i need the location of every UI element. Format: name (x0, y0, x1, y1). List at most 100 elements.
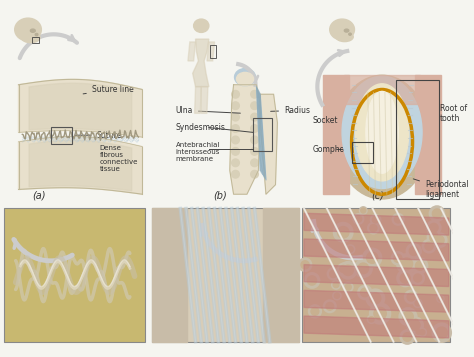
Circle shape (232, 113, 239, 121)
Polygon shape (18, 79, 142, 137)
Circle shape (301, 261, 309, 269)
FancyBboxPatch shape (4, 208, 145, 342)
Circle shape (410, 271, 425, 285)
Circle shape (370, 214, 382, 226)
Ellipse shape (342, 76, 422, 188)
Circle shape (413, 319, 418, 323)
Polygon shape (188, 42, 196, 61)
Ellipse shape (330, 19, 355, 40)
Circle shape (352, 213, 365, 225)
Circle shape (427, 231, 441, 245)
Polygon shape (304, 239, 449, 261)
Circle shape (430, 232, 438, 240)
Circle shape (403, 333, 411, 341)
Circle shape (343, 265, 353, 276)
Circle shape (333, 222, 354, 243)
Circle shape (394, 254, 402, 262)
Polygon shape (263, 208, 299, 342)
Polygon shape (260, 94, 277, 194)
Circle shape (373, 216, 379, 223)
Polygon shape (256, 87, 266, 180)
Circle shape (410, 320, 420, 330)
Circle shape (435, 236, 444, 245)
Polygon shape (304, 316, 449, 338)
Circle shape (406, 316, 424, 334)
Text: Suture line: Suture line (83, 85, 134, 94)
Ellipse shape (336, 32, 353, 42)
Circle shape (232, 170, 239, 178)
Circle shape (251, 170, 258, 178)
Circle shape (333, 282, 339, 288)
Circle shape (347, 246, 353, 252)
Circle shape (354, 259, 373, 278)
Circle shape (370, 293, 381, 304)
Circle shape (331, 280, 341, 290)
Circle shape (391, 251, 405, 266)
Circle shape (438, 296, 443, 301)
Polygon shape (201, 87, 208, 113)
Circle shape (409, 247, 418, 256)
Circle shape (412, 257, 428, 274)
Ellipse shape (237, 72, 254, 86)
Circle shape (416, 261, 425, 270)
Polygon shape (193, 39, 209, 87)
Ellipse shape (194, 19, 209, 32)
Circle shape (232, 136, 239, 144)
Circle shape (357, 285, 373, 300)
Ellipse shape (21, 32, 40, 43)
Circle shape (334, 293, 339, 298)
Ellipse shape (35, 34, 38, 36)
Text: Root of
tooth: Root of tooth (440, 104, 467, 123)
Circle shape (426, 220, 442, 235)
Circle shape (355, 216, 362, 222)
Circle shape (436, 327, 447, 338)
Circle shape (367, 222, 380, 235)
Circle shape (374, 307, 386, 320)
Circle shape (428, 205, 446, 222)
Circle shape (298, 257, 312, 272)
Circle shape (338, 261, 357, 280)
Ellipse shape (344, 29, 349, 32)
Circle shape (345, 284, 351, 290)
Circle shape (370, 225, 377, 232)
Ellipse shape (30, 29, 35, 32)
Polygon shape (230, 85, 260, 194)
Circle shape (401, 273, 410, 283)
Circle shape (419, 330, 425, 335)
Circle shape (404, 290, 419, 305)
Circle shape (431, 322, 452, 343)
Circle shape (396, 253, 418, 275)
Circle shape (418, 327, 427, 337)
Ellipse shape (15, 18, 41, 41)
Circle shape (232, 147, 239, 155)
Circle shape (340, 265, 347, 272)
Circle shape (365, 288, 385, 308)
Circle shape (232, 102, 239, 110)
Text: (b): (b) (213, 191, 227, 201)
Circle shape (362, 247, 383, 268)
Polygon shape (18, 136, 142, 194)
Text: Gomphosis: Gomphosis (312, 145, 355, 154)
Circle shape (366, 252, 378, 263)
Circle shape (392, 213, 405, 226)
Polygon shape (304, 290, 449, 312)
Ellipse shape (349, 33, 351, 35)
Circle shape (251, 136, 258, 144)
Ellipse shape (366, 91, 398, 173)
Circle shape (396, 269, 414, 287)
Circle shape (326, 302, 334, 310)
Text: Syndesmosis: Syndesmosis (175, 123, 226, 132)
Circle shape (416, 330, 420, 334)
Circle shape (430, 234, 438, 242)
Circle shape (251, 113, 258, 121)
Polygon shape (29, 83, 132, 134)
Text: Suture: Suture (74, 131, 122, 140)
Circle shape (343, 281, 354, 293)
Polygon shape (152, 208, 187, 342)
FancyBboxPatch shape (302, 208, 450, 342)
Circle shape (307, 276, 317, 285)
Polygon shape (344, 75, 420, 104)
Circle shape (358, 263, 369, 274)
Circle shape (394, 216, 401, 223)
Circle shape (323, 299, 337, 313)
